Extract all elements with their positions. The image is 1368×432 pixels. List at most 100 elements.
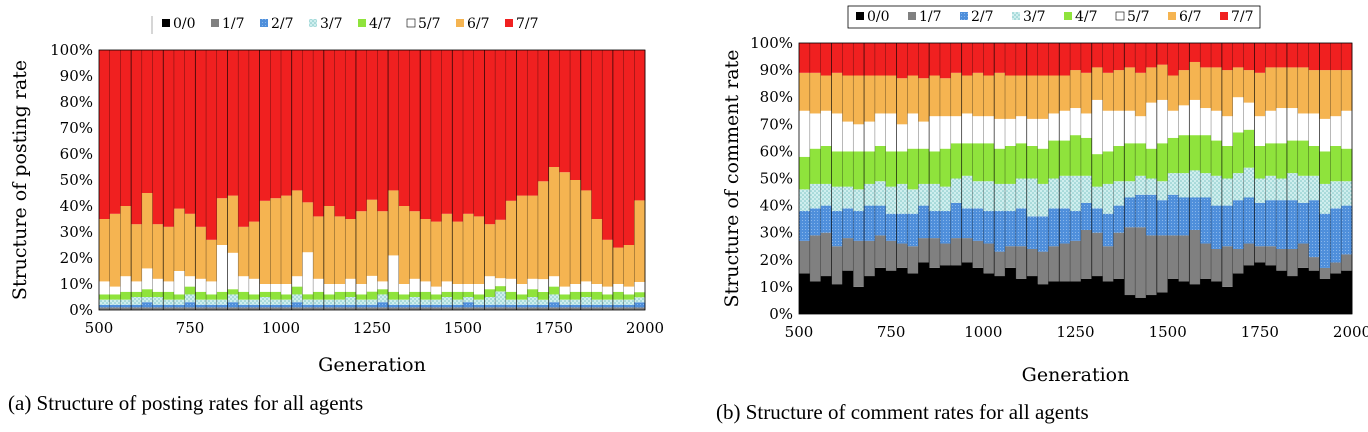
- bar-segment-1-7-680: [864, 240, 876, 277]
- bar-segment-3-7-950: [961, 175, 973, 209]
- bar-segment-3-7-1700: [1232, 173, 1244, 201]
- bar-segment-7-7-1730: [1243, 43, 1255, 71]
- bar-segment-7-7-770: [896, 43, 908, 79]
- bar-segment-6-7-1010: [983, 75, 995, 117]
- legend-swatch-6-7: [1168, 12, 1176, 20]
- bar-segment-1-7-2000: [1341, 254, 1353, 271]
- bar-segment-7-7-1250: [366, 50, 378, 200]
- legend-label-4-7: 4/7: [1075, 9, 1098, 25]
- bar-segment-7-7-980: [270, 50, 282, 199]
- bar-segment-3-7-620: [842, 186, 854, 209]
- bar-segment-7-7-2000: [634, 50, 646, 201]
- bar-segment-5-7-770: [896, 124, 908, 152]
- bar-segment-2-7-1910: [602, 304, 614, 308]
- bar-segment-5-7-1070: [302, 252, 314, 295]
- bar-segment-1-7-860: [227, 307, 239, 310]
- chart-a: 0% 10% 20% 30% 40% 50% 60% 70% 80% 90% 100% 500 750 1…: [9, 16, 664, 376]
- bar-segment-3-7-1280: [1080, 175, 1093, 203]
- bar-segment-3-7-2000: [1341, 181, 1353, 206]
- bar-segment-5-7-1610: [1200, 108, 1212, 136]
- bar-segment-3-7-1280: [377, 294, 389, 303]
- bar-segment-5-7-1100: [1015, 116, 1028, 144]
- bar-segment-0-0-710: [874, 267, 887, 314]
- bar-segment-4-7-620: [141, 289, 153, 297]
- bar-segment-6-7-1490: [1156, 64, 1169, 100]
- legend-label-0-0: 0/0: [173, 16, 196, 32]
- bar-segment-1-7-2000: [634, 307, 646, 310]
- bar-segment-1-7-1040: [291, 307, 303, 310]
- bar-segment-3-7-1850: [1286, 173, 1299, 201]
- bar-segment-4-7-980: [972, 143, 984, 182]
- bar-segment-4-7-530: [809, 148, 822, 184]
- bar-segment-0-0-1910: [1308, 270, 1320, 314]
- bar-segment-4-7-590: [831, 151, 843, 187]
- bar-segment-1-7-920: [950, 238, 963, 266]
- bar-segment-7-7-1910: [1308, 43, 1320, 71]
- bar-segment-2-7-560: [120, 304, 132, 308]
- bar-segment-1-7-650: [853, 240, 865, 287]
- bar-segment-6-7-770: [896, 78, 908, 125]
- legend-swatch-0-0: [856, 12, 864, 20]
- bar-segment-2-7-1010: [281, 304, 293, 308]
- bar-segment-6-7-1310: [388, 190, 400, 256]
- bar-segment-6-7-1640: [505, 200, 517, 279]
- bar-segment-3-7-920: [950, 178, 963, 203]
- bar-segment-7-7-1160: [1037, 43, 1049, 76]
- bar-segment-7-7-1820: [1276, 43, 1288, 68]
- bar-segment-6-7-1400: [1124, 67, 1136, 111]
- bar-segment-1-7-1760: [1254, 246, 1266, 263]
- bar-segment-4-7-1880: [1297, 140, 1310, 176]
- bar-segment-1-7-680: [163, 307, 175, 310]
- bar-segment-4-7-920: [950, 143, 963, 179]
- bar-segment-5-7-1910: [1308, 113, 1320, 146]
- bar-segment-1-7-1820: [1276, 248, 1288, 271]
- bar-segment-7-7-1040: [291, 50, 303, 191]
- bar-segment-2-7-920: [248, 304, 260, 308]
- bar-segment-1-7-1700: [527, 307, 539, 310]
- bar-segment-7-7-1130: [1026, 43, 1038, 76]
- bar-segment-5-7-710: [173, 271, 186, 295]
- bar-segment-3-7-1880: [591, 299, 603, 305]
- bar-segment-6-7-530: [809, 72, 822, 114]
- bar-segment-4-7-860: [227, 289, 239, 295]
- bar-segment-3-7-560: [820, 183, 832, 206]
- bar-segment-2-7-1070: [302, 304, 314, 308]
- bar-segment-1-7-1220: [1059, 243, 1071, 282]
- bar-segment-5-7-860: [227, 252, 239, 290]
- bar-segment-2-7-1310: [388, 304, 400, 308]
- bar-segment-7-7-1550: [473, 50, 485, 217]
- bar-segment-4-7-1910: [602, 294, 614, 300]
- bar-segment-7-7-1670: [1221, 43, 1234, 71]
- bar-segment-1-7-1400: [1124, 227, 1136, 296]
- bar-segment-4-7-1490: [452, 291, 464, 300]
- bar-segment-2-7-1820: [570, 304, 582, 308]
- legend-label-2-7: 2/7: [271, 16, 294, 32]
- bar-segment-7-7-1490: [452, 50, 464, 222]
- bar-segment-2-7-1730: [537, 304, 550, 308]
- bar-segment-7-7-1760: [1254, 43, 1266, 73]
- bar-segment-4-7-1940: [1319, 151, 1331, 184]
- bar-segment-0-0-1520: [1167, 278, 1179, 314]
- bar-segment-1-7-1520: [1167, 235, 1179, 279]
- legend-label-3-7: 3/7: [320, 16, 343, 32]
- bar-segment-0-0-920: [950, 265, 963, 314]
- bar-segment-6-7-1970: [1330, 70, 1342, 117]
- bar-segment-3-7-1400: [1124, 181, 1136, 198]
- bar-segment-2-7-650: [152, 304, 164, 308]
- bar-segment-2-7-680: [163, 304, 175, 308]
- bar-segment-6-7-1130: [323, 206, 335, 284]
- bar-segment-7-7-1610: [1200, 43, 1212, 68]
- bar-segment-2-7-1160: [334, 304, 346, 308]
- bar-segment-3-7-530: [109, 299, 121, 305]
- bar-segment-5-7-800: [206, 281, 218, 295]
- bar-segment-5-7-890: [939, 116, 952, 149]
- bar-segment-1-7-1730: [1243, 243, 1255, 266]
- bar-segment-6-7-1580: [484, 224, 496, 277]
- bar-segment-5-7-650: [853, 124, 865, 152]
- bar-segment-2-7-620: [141, 302, 153, 308]
- bar-segment-4-7-1640: [505, 291, 517, 300]
- bar-segment-5-7-620: [842, 121, 854, 152]
- bar-segment-6-7-1550: [473, 216, 485, 284]
- bar-segment-5-7-1940: [1319, 118, 1331, 152]
- bar-segment-6-7-950: [961, 75, 973, 114]
